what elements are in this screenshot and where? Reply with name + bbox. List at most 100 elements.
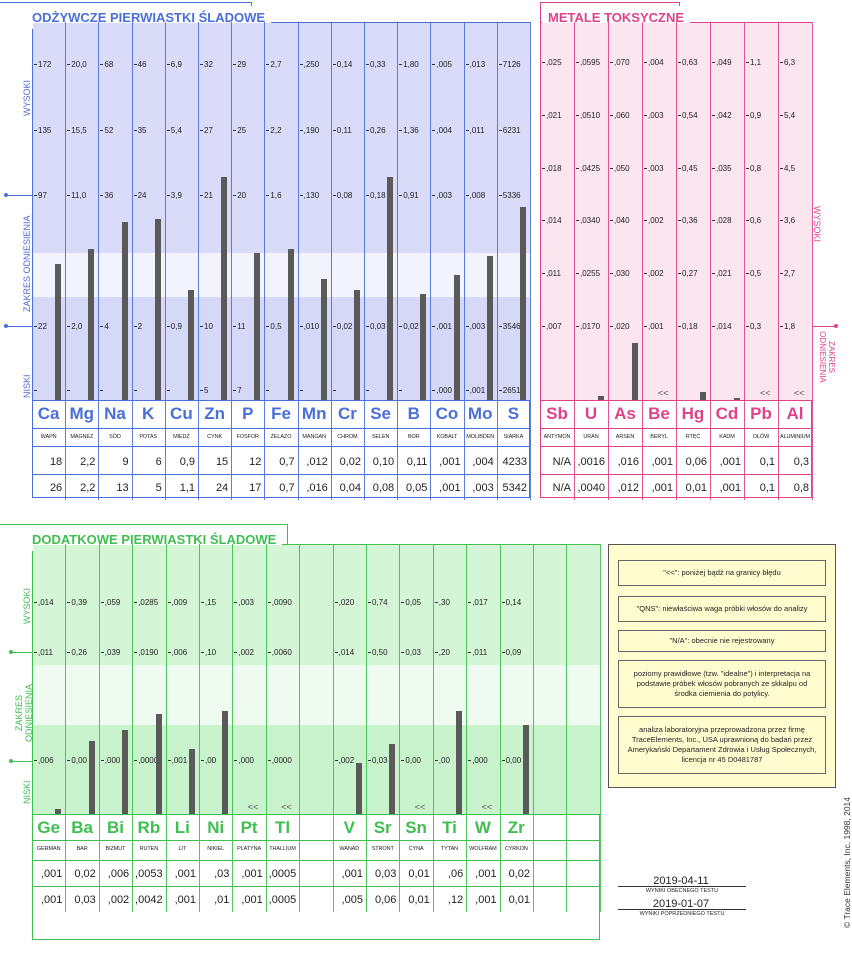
tick-mark [201, 760, 204, 761]
tick-mark [366, 130, 369, 131]
result-bar [154, 218, 161, 400]
result-bar [456, 711, 463, 814]
element-symbol: Mo [467, 404, 493, 423]
tick-mark [267, 652, 271, 653]
tick-label: 135 [38, 126, 52, 135]
tick-label: ,000 [436, 386, 452, 395]
result-bar [287, 248, 294, 400]
column-divider [297, 22, 299, 500]
tick-label: ,014 [338, 648, 355, 657]
result-bar [189, 749, 195, 814]
tick-label: ,003 [436, 191, 452, 200]
element-symbol: Cd [715, 404, 739, 423]
current-value: ,001 [174, 868, 196, 880]
tick-mark [166, 195, 170, 196]
column-divider [399, 544, 401, 912]
tick-mark [712, 62, 715, 63]
tick-mark [610, 273, 613, 274]
result-bar [155, 714, 162, 814]
current-value: ,006 [107, 868, 130, 880]
tick-mark [366, 326, 369, 327]
tick-mark [100, 652, 104, 653]
table-line-0 [32, 814, 600, 815]
result-bar [121, 222, 128, 400]
tick-mark [712, 168, 715, 169]
element-symbol: Tl [274, 818, 291, 837]
tick-mark [368, 602, 371, 603]
previous-value: 26 [49, 482, 63, 494]
element-name: BOR [407, 434, 420, 440]
column-divider [533, 544, 534, 912]
tick-mark [67, 760, 71, 761]
tick-label: 0,03 [405, 648, 421, 657]
column-divider [299, 544, 301, 912]
element-name: URAN [583, 434, 599, 440]
element-name: MANGAN [302, 434, 326, 440]
tick-mark [334, 602, 338, 603]
result-bar [598, 396, 604, 400]
tick-mark [498, 390, 502, 391]
element-symbol: U [584, 404, 598, 423]
column-divider [499, 544, 501, 912]
tick-label: 0,03 [370, 322, 386, 331]
previous-value: 0,1 [759, 482, 775, 494]
tick-mark [133, 130, 137, 131]
previous-value: ,001 [241, 894, 263, 906]
tick-label: ,10 [205, 648, 217, 657]
previous-value: ,001 [439, 482, 461, 494]
note-below-error: "<<": poniżej bądź na granicy błędu [618, 560, 826, 586]
tick-mark [644, 62, 647, 63]
tick-mark [465, 326, 469, 327]
tick-mark [200, 326, 203, 327]
result-bar [389, 743, 396, 814]
tick-mark [468, 760, 472, 761]
below-error-mark: << [760, 388, 771, 398]
tick-label: ,0595 [580, 58, 601, 67]
result-bar [254, 252, 261, 400]
element-name: SIARKA [503, 434, 524, 440]
tick-mark [678, 273, 681, 274]
band-2 [33, 297, 530, 401]
tick-label: 2,7 [270, 60, 282, 69]
element-symbol: Li [174, 818, 190, 837]
tick-mark [401, 760, 405, 761]
tick-mark [166, 130, 170, 131]
tick-label: 22 [38, 322, 47, 331]
previous-value: ,003 [472, 482, 494, 494]
tick-mark [266, 130, 270, 131]
element-symbol: B [407, 404, 420, 423]
tick-label: 20,0 [71, 60, 87, 69]
tick-label: ,15 [205, 598, 217, 607]
tick-label: ,003 [648, 111, 664, 120]
tick-mark [100, 602, 104, 603]
tick-label: 1,6 [270, 191, 282, 200]
result-bar [486, 256, 493, 400]
tick-mark [34, 390, 37, 391]
tick-label: ,0170 [580, 322, 601, 331]
tick-mark [34, 326, 37, 327]
tick-label: 0,18 [682, 322, 698, 331]
tick-label: ,007 [546, 322, 562, 331]
tick-label: 1,8 [784, 322, 796, 331]
column-divider [676, 22, 677, 500]
tick-mark [610, 168, 613, 169]
tick-label: ,006 [38, 756, 54, 765]
tick-mark [299, 64, 303, 65]
result-bar [55, 263, 62, 400]
tick-mark [780, 326, 783, 327]
tick-label: 46 [137, 60, 147, 69]
previous-value: ,005 [341, 894, 363, 906]
current-value: ,012 [306, 456, 328, 468]
tick-mark [678, 326, 681, 327]
tick-mark [434, 602, 438, 603]
tick-mark [201, 602, 204, 603]
tick-mark [100, 130, 104, 131]
element-name: POTAS [139, 434, 158, 440]
previous-value: 2,2 [80, 482, 96, 494]
current-value: 0,02 [508, 868, 530, 880]
tick-label: ,0000 [271, 756, 292, 765]
element-name: KADM [719, 434, 735, 440]
tick-label: 0,18 [370, 191, 386, 200]
tick-label: 0,9 [170, 322, 182, 331]
tick-label: 36 [104, 191, 114, 200]
